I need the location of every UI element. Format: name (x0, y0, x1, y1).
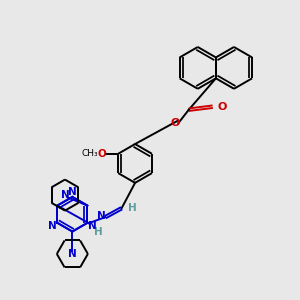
Text: O: O (171, 118, 180, 128)
Text: H: H (128, 203, 137, 213)
Text: N: N (68, 249, 77, 259)
Text: H: H (94, 227, 103, 237)
Text: N: N (97, 211, 106, 221)
Text: O: O (217, 102, 226, 112)
Text: N: N (61, 190, 69, 200)
Text: N: N (48, 220, 57, 230)
Text: O: O (98, 149, 106, 159)
Text: N: N (68, 187, 77, 196)
Text: N: N (88, 220, 96, 230)
Text: CH₃: CH₃ (82, 149, 98, 158)
